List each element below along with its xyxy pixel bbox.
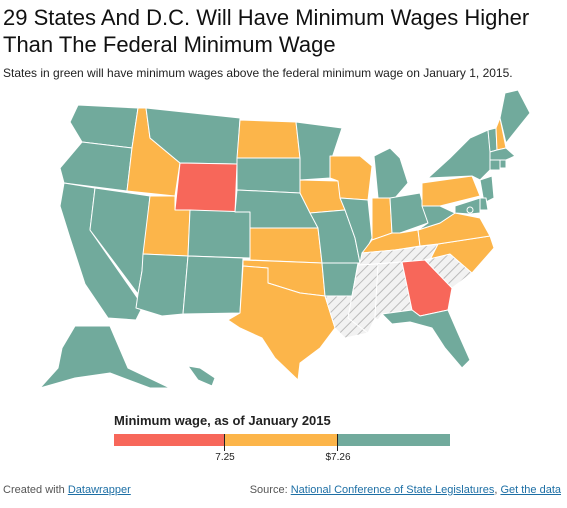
state-HI [187,365,216,387]
state-NJ [479,175,495,204]
state-CT [489,159,501,171]
get-data-link[interactable]: Get the data [500,484,561,496]
state-AZ [135,253,189,317]
state-NY [427,129,493,181]
state-RI [499,159,507,169]
legend-tick-label-1: 7.25 [215,452,235,463]
chart-title: 29 States And D.C. Will Have Minimum Wag… [3,5,530,57]
state-DC [466,206,474,214]
created-with-text: Created with [3,484,65,496]
state-MD [454,197,481,215]
state-OR [59,141,133,192]
legend-tick-label-2: $7.26 [325,452,351,463]
state-SD [236,157,301,194]
legend-tick-1 [224,434,225,451]
source-link[interactable]: National Conference of State Legislature… [290,484,495,496]
state-ND [236,119,301,159]
legend-title: Minimum wage, as of January 2015 [114,413,331,428]
state-NM [182,255,244,315]
legend-swatch-above [337,434,450,446]
legend-swatch-below [114,434,224,446]
state-DE [479,197,489,211]
state-CO [187,209,251,259]
state-AK [39,325,171,389]
footer-right: Source: National Conference of State Leg… [250,484,561,496]
datawrapper-link[interactable]: Datawrapper [67,484,131,496]
chart-subtitle: States in green will have minimum wages … [3,66,513,80]
footer-left: Created with Datawrapper [3,484,131,496]
state-OH [389,192,429,234]
state-VT [487,127,498,153]
state-ME [499,89,531,144]
state-KS [249,227,323,264]
source-label: Source: [249,484,288,496]
state-TX [227,265,336,381]
state-MI [373,147,409,199]
state-WY [174,162,238,214]
state-WA [69,104,139,149]
legend-tick-2 [337,434,338,451]
state-PA [421,175,481,207]
us-states-map [39,89,531,389]
legend-swatch-equal [224,434,337,446]
footer-separator: , [494,484,498,496]
state-FL [381,309,471,369]
legend-bar [114,434,450,446]
